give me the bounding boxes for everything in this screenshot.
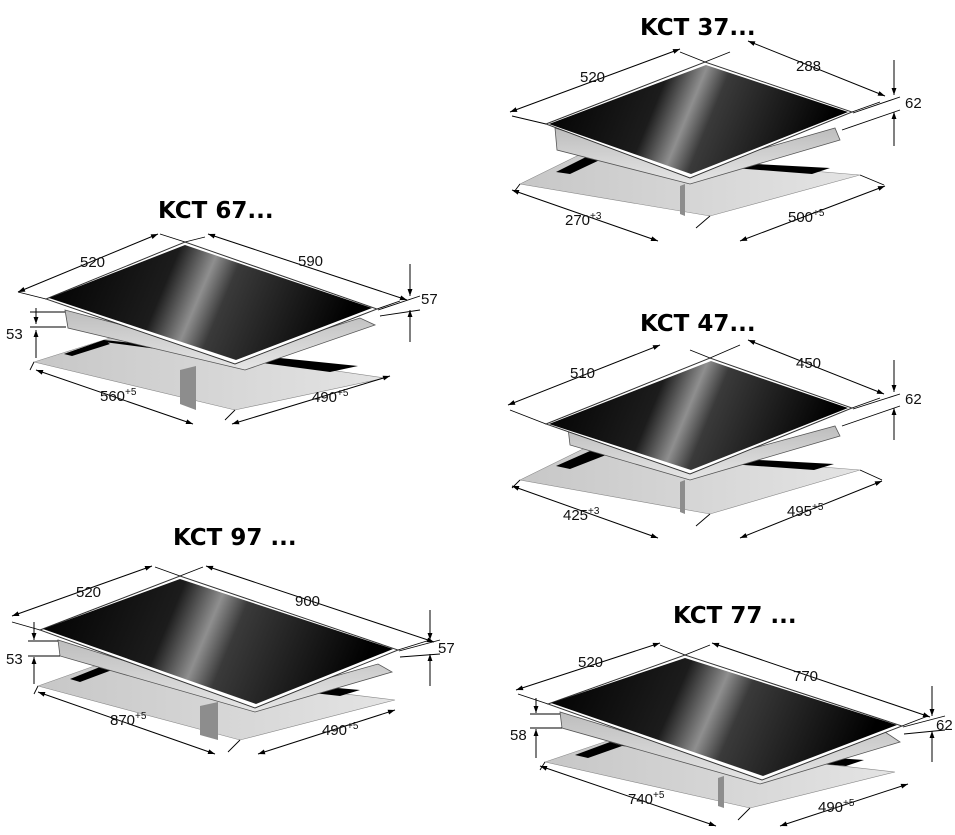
depth-label: 520 <box>76 584 101 601</box>
height-label: 57 <box>421 291 438 308</box>
dimension-lines <box>507 339 901 539</box>
cutout-width-tolerance: +5 <box>653 790 665 801</box>
cutout-depth-tolerance: +5 <box>812 502 824 513</box>
cutout-width-value: 425 <box>563 507 588 524</box>
cutout-depth-value: 495 <box>787 503 812 520</box>
dimension-lines <box>17 233 421 425</box>
cutout-width-tolerance: +5 <box>125 387 137 398</box>
cutout-width-label: 425+3 <box>563 506 600 524</box>
hob-kct77: KCT 77 ... <box>510 603 953 827</box>
width-label: 900 <box>295 593 320 610</box>
height-label: 62 <box>905 391 922 408</box>
cutout-width-value: 870 <box>110 712 135 729</box>
hob-kct47: KCT 47... <box>507 311 922 539</box>
cutout-depth-label: 495+5 <box>787 502 824 520</box>
dimension-lines <box>509 40 901 242</box>
height-label: 62 <box>936 717 953 734</box>
cutout-depth-tolerance: +5 <box>843 798 855 809</box>
cutout-depth-label: 490+5 <box>322 721 359 739</box>
cutout-depth-value: 490 <box>322 722 347 739</box>
hob-title: KCT 37... <box>640 15 756 41</box>
cutout-depth-tolerance: +5 <box>337 388 349 399</box>
cutout-depth-label: 490+5 <box>312 388 349 406</box>
depth-label: 510 <box>570 365 595 382</box>
depth-label: 520 <box>580 69 605 86</box>
width-label: 450 <box>796 355 821 372</box>
hob-title: KCT 67... <box>158 198 274 224</box>
width-label: 590 <box>298 253 323 270</box>
cutout-width-label: 740+5 <box>628 790 665 808</box>
height-label: 62 <box>905 95 922 112</box>
housing-height-label: 53 <box>6 326 23 343</box>
width-label: 288 <box>796 58 821 75</box>
dimension-lines <box>11 565 441 755</box>
cutout-width-value: 560 <box>100 388 125 405</box>
cutout-width-label: 560+5 <box>100 387 137 405</box>
housing-height-label: 53 <box>6 651 23 668</box>
height-label: 57 <box>438 640 455 657</box>
depth-label: 520 <box>578 654 603 671</box>
housing-height-label: 58 <box>510 727 527 744</box>
hob-title: KCT 77 ... <box>673 603 797 629</box>
hob-kct37: KCT 37... <box>509 15 922 242</box>
hob-kct97: KCT 97 ... <box>6 525 455 755</box>
width-label: 770 <box>793 668 818 685</box>
cutout-depth-tolerance: +5 <box>813 208 825 219</box>
cutout-depth-value: 490 <box>818 799 843 816</box>
cutout-depth-label: 490+5 <box>818 798 855 816</box>
cutout-width-tolerance: +5 <box>135 711 147 722</box>
depth-label: 520 <box>80 254 105 271</box>
cutout-depth-value: 500 <box>788 209 813 226</box>
cutout-width-tolerance: +3 <box>590 211 602 222</box>
cutout-width-value: 740 <box>628 791 653 808</box>
cutout-depth-label: 500+5 <box>788 208 825 226</box>
hob-title: KCT 47... <box>640 311 756 337</box>
cutout-depth-value: 490 <box>312 389 337 406</box>
dimension-lines <box>515 642 946 827</box>
cutout-width-label: 270+3 <box>565 211 602 229</box>
cutout-width-label: 870+5 <box>110 711 147 729</box>
cutout-width-value: 270 <box>565 212 590 229</box>
hob-kct67: KCT 67... <box>6 198 438 425</box>
cutout-depth-tolerance: +5 <box>347 721 359 732</box>
hob-title: KCT 97 ... <box>173 525 297 551</box>
cutout-width-tolerance: +3 <box>588 506 600 517</box>
